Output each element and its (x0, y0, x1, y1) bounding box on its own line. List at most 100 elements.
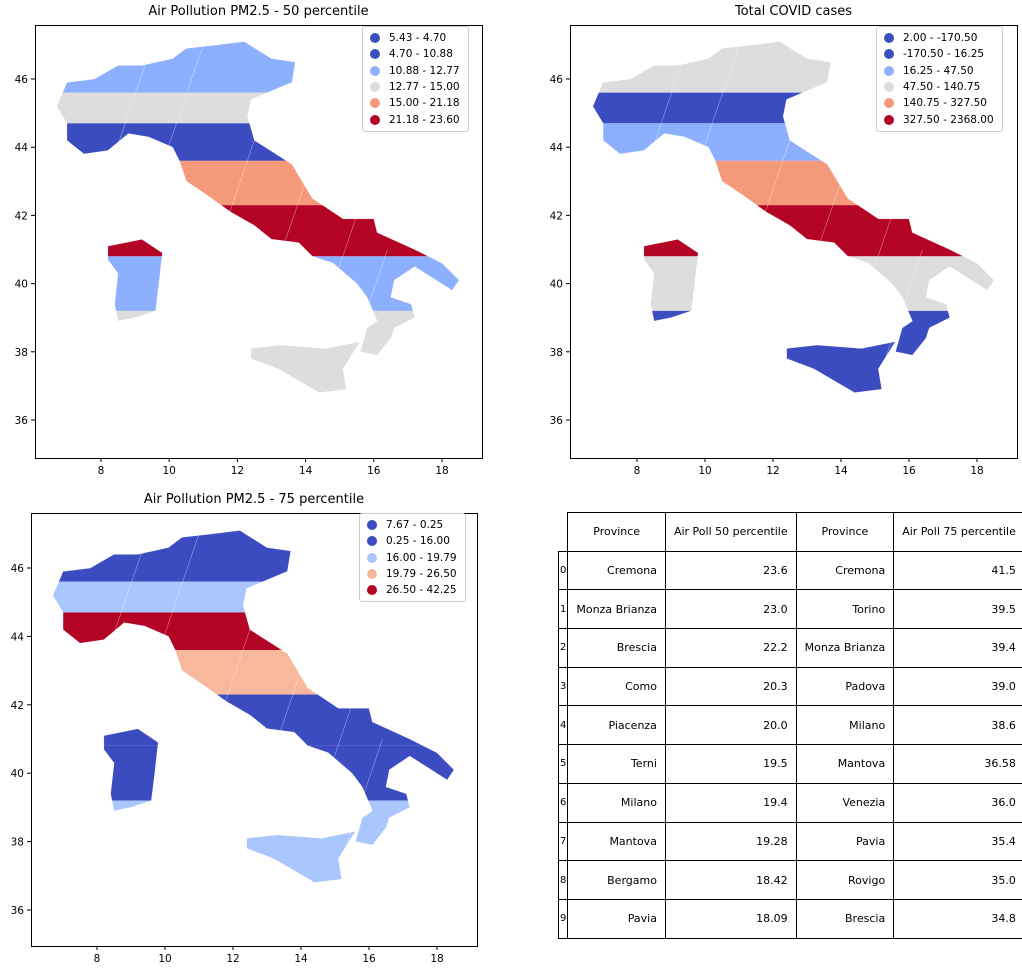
sardinia-outline (107, 239, 163, 322)
province-cell: Brescia (795, 898, 895, 939)
x-tick-label: 14 (834, 465, 848, 477)
sardinia-outline (103, 728, 159, 812)
legend-entry: 19.79 - 26.50 (367, 566, 457, 582)
legend-label: 16.00 - 19.79 (386, 551, 457, 564)
province-cell: Cremona (567, 550, 666, 591)
table-header-p50: Air Poll 50 percentile (664, 512, 797, 552)
y-tick-label: 46 (15, 74, 29, 86)
x-tick-label: 16 (902, 465, 916, 477)
p75-cell: 34.8 (893, 898, 1022, 939)
row-index: 5 (557, 744, 569, 784)
province-cell: Bergamo (567, 860, 666, 900)
table-header-province-a: Province (567, 512, 666, 552)
region-border (697, 44, 740, 165)
region-border (162, 44, 204, 165)
x-tick-label: 14 (299, 465, 313, 477)
p50-cell: 18.42 (664, 860, 797, 900)
italy-mainland-outline (52, 530, 455, 846)
province-cell: Rovigo (795, 860, 895, 900)
y-tick-label: 36 (15, 415, 29, 427)
x-tick-label: 12 (226, 953, 239, 965)
legend-entry: 47.50 - 140.75 (884, 79, 994, 95)
row-index: 8 (557, 860, 569, 900)
legend-label: 19.79 - 26.50 (386, 568, 457, 581)
y-tick-label: 44 (15, 142, 29, 154)
p50-cell: 20.0 (664, 705, 797, 746)
province-cell: Brescia (567, 628, 666, 668)
legend-entry: 10.88 - 12.77 (370, 63, 460, 79)
x-tick-label: 12 (231, 465, 244, 477)
table-row: 9 Pavia 18.09 Brescia 34.8 (557, 898, 1022, 939)
legend-marker-icon (367, 585, 377, 596)
row-index: 2 (557, 628, 569, 668)
legend-label: -170.50 - 16.25 (903, 48, 985, 61)
legend-label: 10.88 - 12.77 (389, 64, 460, 77)
map-region-band (592, 256, 994, 311)
legend-label: 2.00 - -170.50 (903, 32, 978, 45)
table-row: 8 Bergamo 18.42 Rovigo 35.0 (557, 860, 1022, 900)
table-header-p75: Air Poll 75 percentile (893, 512, 1022, 552)
map-region-band (52, 612, 455, 651)
table-row: 2 Brescia 22.2 Monza Brianza 39.4 (557, 628, 1022, 668)
legend-marker-icon (370, 98, 380, 109)
legend-label: 21.18 - 23.60 (389, 113, 460, 126)
italy-mainland-outline (56, 41, 460, 356)
legend-entry: 140.75 - 327.50 (884, 95, 994, 111)
x-tick-label: 18 (970, 465, 983, 477)
row-index: 6 (557, 782, 569, 823)
x-tick-label: 18 (430, 953, 443, 965)
p75-cell: 39.0 (893, 666, 1022, 707)
table-row: 5 Terni 19.5 Mantova 36.58 (557, 744, 1022, 784)
legend-entry: 12.77 - 15.00 (370, 79, 460, 95)
table-index-header (558, 512, 569, 552)
legend-marker-icon (370, 114, 380, 125)
map-plot: 8 10 12 14 16 18 46 44 42 40 38 36 (15, 25, 483, 477)
p75-cell: 39.4 (893, 628, 1022, 668)
x-tick-label: 16 (362, 953, 376, 965)
legend-marker-icon (370, 82, 380, 93)
y-tick-label: 42 (15, 210, 28, 222)
map-panel-pm25-p50: Air Pollution PM2.5 - 50 percentile 8 10 1… (0, 0, 500, 485)
legend-entry: 0.25 - 16.00 (367, 533, 457, 549)
region-border (157, 533, 200, 654)
legend-label: 15.00 - 21.18 (389, 97, 460, 110)
province-cell: Milano (795, 705, 895, 746)
x-tick-label: 8 (94, 953, 101, 965)
p50-cell: 18.09 (664, 898, 797, 939)
map-region-band (52, 745, 455, 801)
y-tick-label: 38 (550, 347, 563, 359)
axes-frame (35, 25, 483, 459)
legend-entry: 327.50 - 2368.00 (884, 111, 994, 127)
row-index: 7 (557, 821, 569, 862)
y-tick-label: 38 (11, 837, 24, 849)
map-plot: 8 10 12 14 16 18 46 44 42 40 38 36 (11, 513, 478, 965)
sicily-outline (246, 831, 356, 883)
p50-cell: 23.0 (664, 589, 797, 630)
legend-marker-icon (884, 98, 894, 109)
legend-marker-icon (370, 65, 380, 76)
p50-cell: 19.5 (664, 744, 797, 784)
y-tick-label: 40 (550, 279, 563, 291)
legend-label: 12.77 - 15.00 (389, 81, 460, 94)
legend-marker-icon (370, 33, 380, 44)
legend-entry: 7.67 - 0.25 (367, 517, 457, 533)
x-tick-label: 8 (98, 465, 105, 477)
x-tick-label: 12 (766, 465, 779, 477)
legend-marker-icon (884, 82, 894, 93)
province-cell: Mantova (567, 821, 666, 862)
map-region-band (592, 310, 994, 393)
legend-marker-icon (884, 65, 894, 76)
legend-marker-icon (884, 33, 894, 44)
p50-cell: 19.28 (664, 821, 797, 862)
map-title: Air Pollution PM2.5 - 75 percentile (143, 492, 365, 507)
y-tick-label: 42 (11, 700, 24, 712)
map-legend: 7.67 - 0.25 0.25 - 16.00 16.00 - 19.79 19.7… (359, 513, 466, 603)
province-cell: Monza Brianza (795, 628, 895, 668)
legend-marker-icon (367, 552, 377, 563)
province-cell: Piacenza (567, 705, 666, 746)
x-tick-label: 14 (294, 953, 308, 965)
legend-entry: 26.50 - 42.25 (367, 582, 457, 598)
y-tick-label: 40 (11, 768, 24, 780)
table-row: 0 Cremona 23.6 Cremona 41.5 (557, 550, 1022, 591)
legend-marker-icon (367, 520, 377, 531)
